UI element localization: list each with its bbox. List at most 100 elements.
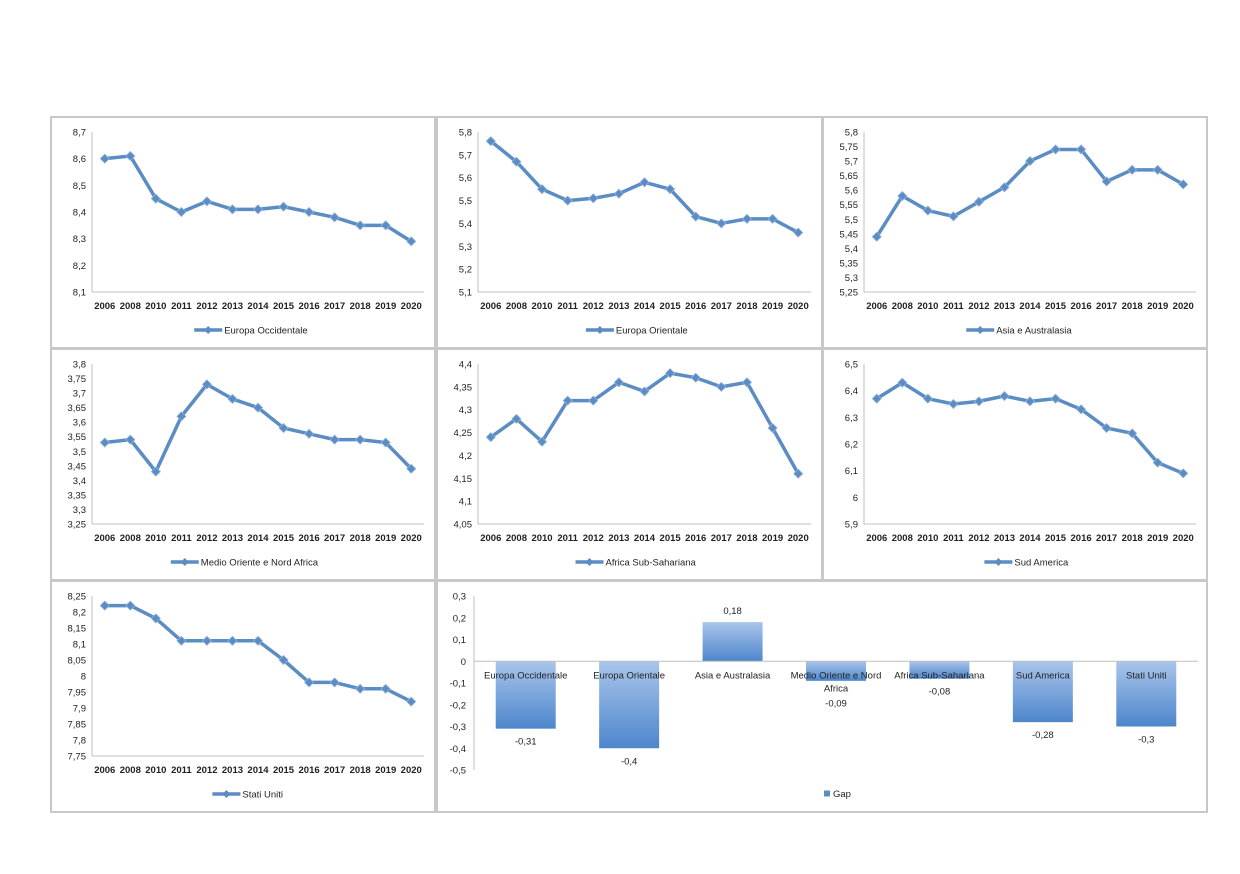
bar [599,661,660,749]
data-point-marker [999,390,1010,402]
y-tick-label: 5,65 [840,171,859,182]
y-tick-label: 5,55 [840,200,859,211]
data-point-marker [125,434,136,445]
data-point-marker [99,437,110,448]
data-point-marker [999,182,1010,193]
y-tick-label: 4,2 [459,451,472,462]
x-tick-label: 2008 [892,533,913,544]
y-tick-label: 0 [461,657,466,668]
x-tick-label: 2006 [480,533,501,544]
x-tick-label: 2018 [1122,533,1143,544]
category-label-line: Medio Oriente e Nord [791,670,882,681]
x-tick-label: 2014 [1019,301,1041,312]
y-tick-label: 7,85 [68,720,87,731]
x-tick-label: 2006 [94,533,115,544]
y-tick-label: 3,5 [73,447,86,458]
data-point-marker [922,205,933,216]
legend-label: Europa Occidentale [224,326,307,337]
data-point-marker [150,466,161,477]
data-label: -0,08 [929,687,951,698]
x-tick-label: 2011 [557,533,578,544]
y-tick-label: 5,3 [845,273,858,284]
chart-svg: 7,75 7,8 7,85 7,9 7,95 8 8,05 8,1 8,15 8,2 8,25 200… [68,592,424,801]
legend-marker-icon [976,326,985,334]
chart-panel-africa-sub-sahariana: 4,05 4,1 4,15 4,2 4,25 4,3 4,35 4,4 2006 2008 2010… [436,348,823,581]
data-point-marker [329,677,340,688]
data-point-marker [871,231,882,242]
x-tick-label: 2013 [222,301,243,312]
data-point-marker [793,227,804,238]
bar [909,661,970,679]
x-tick-label: 2016 [685,533,706,544]
x-tick-label: 2011 [171,765,192,776]
category-label: Asia e Australasia [695,670,771,681]
chart-svg: 5,9 6 6,1 6,2 6,3 6,4 6,5 2006 2008 2010 2011 2012 2… [845,360,1196,569]
x-tick-label: 2017 [711,301,732,312]
x-tick-label: 2011 [943,301,964,312]
y-tick-label: 4,4 [459,360,472,371]
y-tick-label: 3,25 [68,520,87,531]
y-tick-label: 0,3 [453,592,466,603]
chart-svg: 5,1 5,2 5,3 5,4 5,5 5,6 5,7 5,8 2006 2008 2010 2011… [459,128,811,337]
y-tick-label: 4,3 [459,405,472,416]
data-label: -0,31 [515,737,537,748]
data-point-marker [562,195,573,206]
x-tick-label: 2014 [634,533,656,544]
data-point-marker [1127,428,1138,439]
y-tick-label: 4,15 [454,474,473,485]
data-point-marker [665,368,676,379]
data-label: -0,28 [1032,730,1054,741]
x-tick-label: 2014 [247,765,269,776]
x-tick-label: 2019 [762,533,783,544]
data-point-marker [767,422,778,434]
x-tick-label: 2015 [273,301,295,312]
data-point-marker [639,177,650,188]
data-point-marker [176,206,187,218]
legend-marker-icon [222,790,231,798]
x-tick-label: 2013 [222,533,243,544]
data-point-marker [613,188,624,199]
data-point-marker [99,153,110,164]
data-point-marker [588,193,599,204]
y-tick-label: 3,55 [68,432,87,443]
x-tick-label: 2011 [171,533,192,544]
data-label: 0,18 [723,606,742,617]
x-tick-label: 2008 [120,301,141,312]
data-point-marker [871,393,882,404]
y-tick-label: 5,4 [845,244,858,255]
y-tick-label: 5,7 [459,150,472,161]
data-point-marker [99,600,110,611]
series-line [875,380,1184,475]
data-point-marker [380,683,391,694]
y-tick-label: 8,1 [73,288,86,299]
series-line [104,154,413,243]
x-tick-label: 2015 [273,533,295,544]
x-tick-label: 2015 [273,765,295,776]
data-point-marker [639,386,650,397]
x-tick-label: 2014 [247,301,269,312]
y-tick-label: 3,65 [68,403,87,414]
series-line [104,603,413,704]
data-point-marker [613,377,624,388]
legend-label: Gap [833,789,851,800]
data-point-marker [227,635,238,646]
data-point-marker [1127,164,1138,175]
x-tick-label: 2020 [788,301,809,312]
x-tick-label: 2019 [1147,533,1168,544]
legend-label: Asia e Australasia [996,326,1072,337]
x-tick-label: 2020 [1173,301,1194,312]
data-point-marker [485,136,496,147]
data-point-marker [252,402,264,413]
x-tick-label: 2011 [171,301,192,312]
y-tick-label: 8 [81,672,86,683]
data-point-marker [1076,404,1087,415]
x-tick-label: 2012 [196,533,217,544]
data-point-marker [485,432,496,443]
y-tick-label: 8,4 [73,208,86,219]
y-tick-label: 5,5 [845,215,858,226]
y-tick-label: 5,8 [845,128,858,139]
y-tick-label: 4,25 [454,428,473,439]
series-line [104,382,413,474]
data-point-marker [897,377,908,388]
bar [702,622,763,662]
